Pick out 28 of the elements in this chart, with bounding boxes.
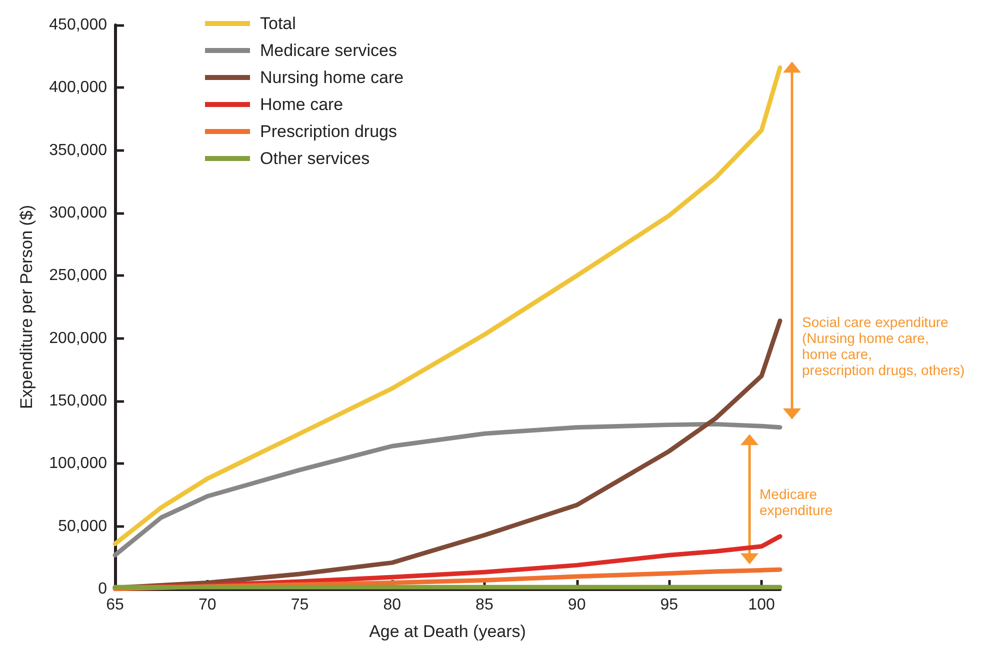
text: Social care expenditure (Nursing home care, home care, prescription drugs, others) (802, 314, 965, 378)
annotation: Medicare expenditure (760, 486, 833, 518)
legend-label: Nursing home care (260, 68, 404, 87)
x-tick-label: 65 (106, 596, 124, 614)
y-axis-title: Expenditure per Person ($) (17, 204, 36, 410)
x-axis-title: Age at Death (years) (369, 622, 526, 641)
legend-label: Medicare services (260, 41, 397, 60)
y-tick-label: 150,000 (49, 392, 108, 410)
x-tick-label: 100 (748, 596, 775, 614)
x-tick-label: 75 (290, 596, 309, 614)
legend-label: Total (260, 14, 296, 33)
y-tick-label: 0 (98, 580, 108, 598)
y-tick-label: 50,000 (58, 518, 108, 535)
legend-label: Other services (260, 149, 370, 168)
x-tick-label: 70 (198, 596, 216, 614)
x-tick-label: 90 (568, 596, 586, 614)
legend-label: Home care (260, 95, 344, 114)
y-tick-label: 450,000 (49, 16, 108, 34)
legend-label: Prescription drugs (260, 122, 398, 141)
y-tick-label: 400,000 (49, 79, 108, 96)
x-tick-label: 80 (383, 596, 402, 614)
y-tick-label: 300,000 (49, 204, 108, 222)
x-tick-label: 95 (660, 596, 678, 614)
x-tick-label: 85 (476, 596, 494, 614)
y-tick-label: 200,000 (49, 330, 108, 347)
y-tick-label: 250,000 (49, 267, 108, 284)
y-tick-label: 100,000 (49, 455, 108, 472)
y-tick-label: 350,000 (49, 142, 108, 159)
